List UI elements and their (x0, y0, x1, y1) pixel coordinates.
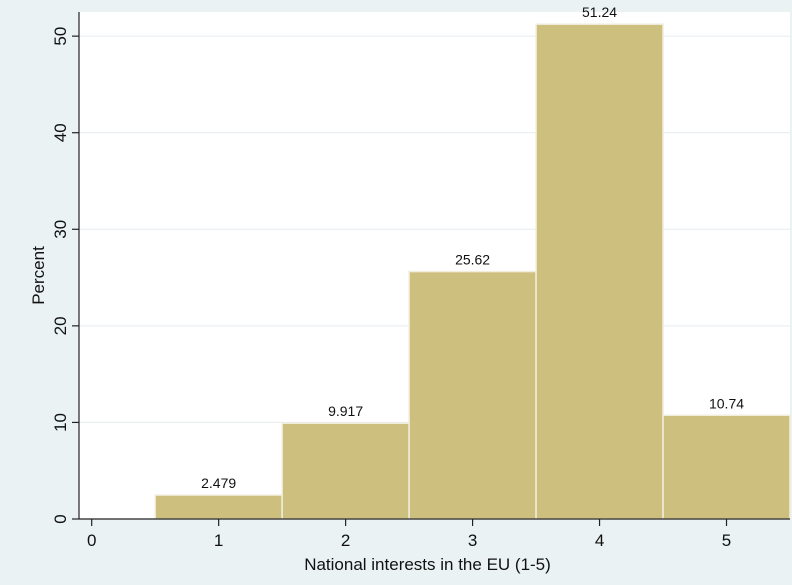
x-tick-label: 5 (722, 531, 731, 550)
x-axis-ticks: 0 1 2 3 4 5 (87, 519, 731, 550)
bar-value-label: 10.74 (709, 395, 744, 411)
bar (535, 23, 664, 520)
y-tick-label: 20 (51, 316, 70, 335)
x-tick-label: 3 (468, 531, 477, 550)
x-tick-label: 4 (595, 531, 604, 550)
bar-value-label: 51.24 (582, 4, 617, 20)
bar (154, 494, 283, 520)
y-tick-label: 0 (51, 514, 70, 523)
y-axis-title: Percent (29, 246, 48, 305)
bar (408, 270, 537, 520)
y-tick-label: 30 (51, 220, 70, 239)
y-tick-label: 50 (51, 27, 70, 46)
y-tick-label: 40 (51, 123, 70, 142)
x-tick-label: 2 (341, 531, 350, 550)
x-axis-title: National interests in the EU (1-5) (304, 555, 551, 574)
y-tick-label: 10 (51, 413, 70, 432)
x-tick-label: 1 (214, 531, 223, 550)
y-axis-ticks: 0 10 20 30 40 50 (51, 27, 79, 524)
bar-value-labels: 2.479 9.917 25.62 51.24 10.74 (201, 4, 744, 491)
bar (281, 422, 410, 520)
bar-value-label: 9.917 (328, 403, 363, 419)
bars (154, 23, 791, 520)
bar (662, 414, 791, 520)
bar-value-label: 2.479 (201, 475, 236, 491)
bar-value-label: 25.62 (455, 252, 490, 268)
x-tick-label: 0 (87, 531, 96, 550)
